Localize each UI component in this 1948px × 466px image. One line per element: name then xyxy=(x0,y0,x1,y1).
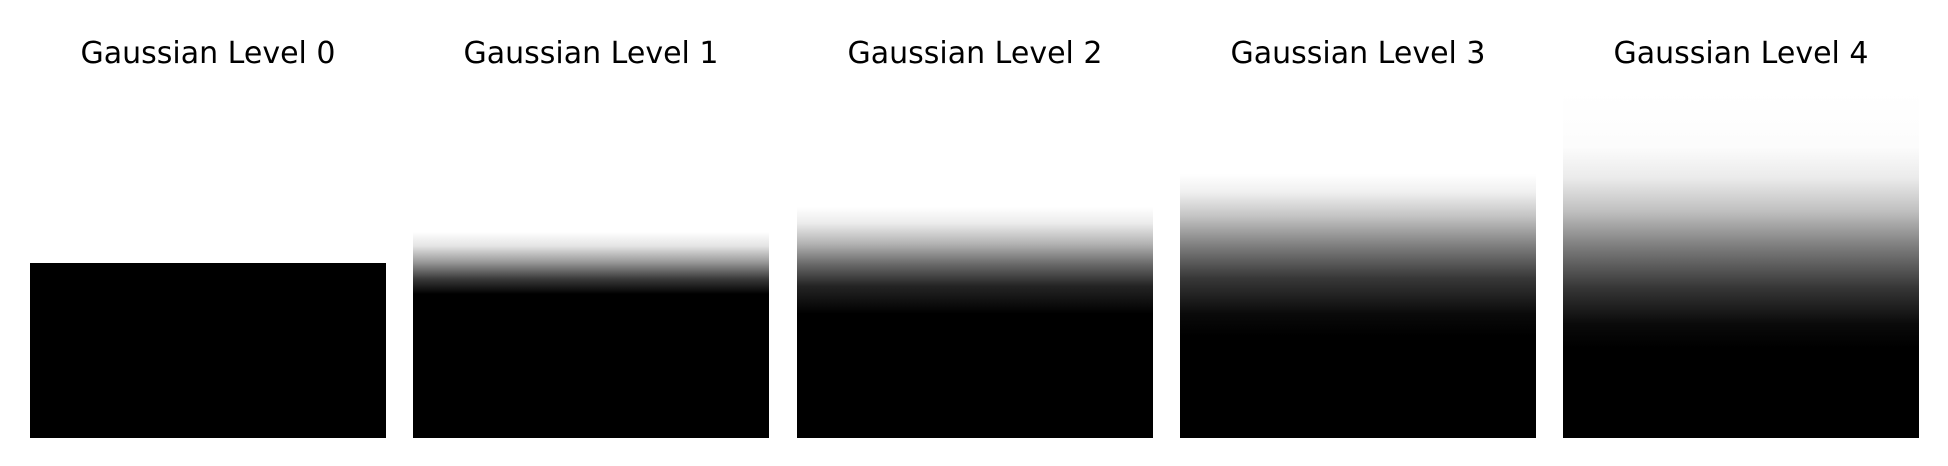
gaussian-level-1-image xyxy=(413,92,769,438)
gaussian-level-3-panel: Gaussian Level 3 xyxy=(1180,0,1536,466)
gaussian-level-4-image xyxy=(1563,92,1919,438)
gaussian-level-2-image xyxy=(797,92,1153,438)
gaussian-level-4-panel: Gaussian Level 4 xyxy=(1563,0,1919,466)
gaussian-level-2-title: Gaussian Level 2 xyxy=(847,36,1103,71)
gaussian-level-3-image xyxy=(1180,92,1536,438)
gaussian-level-0-title: Gaussian Level 0 xyxy=(80,36,336,71)
gaussian-level-1-panel: Gaussian Level 1 xyxy=(413,0,769,466)
gaussian-level-3-title: Gaussian Level 3 xyxy=(1230,36,1486,71)
gaussian-level-2-panel: Gaussian Level 2 xyxy=(797,0,1153,466)
gaussian-level-0-image xyxy=(30,92,386,438)
gaussian-level-4-title: Gaussian Level 4 xyxy=(1613,36,1869,71)
gaussian-level-0-panel: Gaussian Level 0 xyxy=(30,0,386,466)
gaussian-level-1-title: Gaussian Level 1 xyxy=(463,36,719,71)
